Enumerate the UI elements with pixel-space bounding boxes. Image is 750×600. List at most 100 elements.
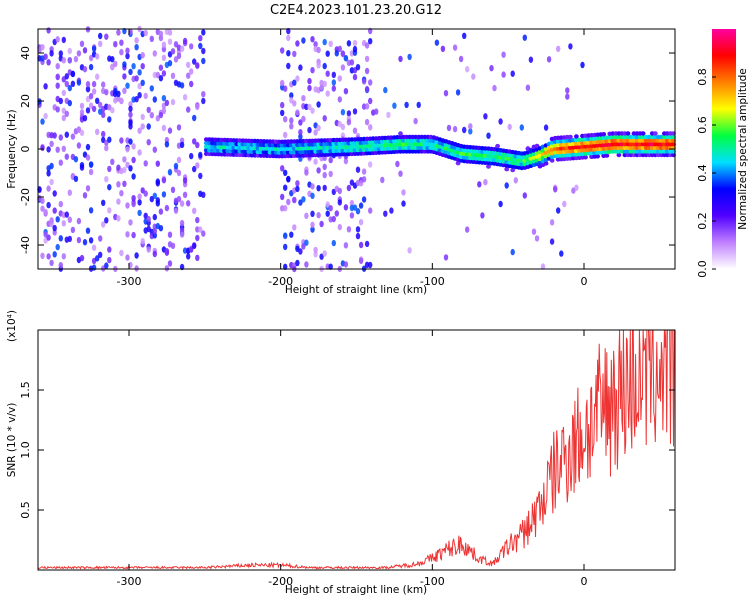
spectrogram-cell	[55, 82, 60, 89]
spectrogram-cell	[58, 235, 63, 242]
spectrogram-cell	[116, 215, 121, 222]
spectrogram-cell	[364, 85, 370, 93]
spectrogram-cell	[195, 162, 200, 169]
spectrogram-cell	[301, 115, 306, 123]
spectrogram-cell	[122, 73, 127, 80]
spectrogram-cell	[98, 251, 103, 258]
spectrogram-cell	[170, 186, 176, 193]
spectrogram-cell	[128, 165, 133, 172]
spectrogram-cell	[556, 207, 561, 214]
spectrogram-cell	[134, 75, 139, 82]
spectrogram-cell	[201, 97, 206, 105]
spectrogram-cell	[119, 190, 124, 197]
spectrogram-cell	[137, 83, 142, 90]
spectrogram-cell	[161, 191, 167, 198]
spectrogram-cell	[173, 56, 179, 63]
spectrogram-cell	[46, 201, 51, 209]
spectrogram-cell	[340, 64, 346, 71]
spectrogram-cell	[198, 226, 203, 233]
spectrogram-cell	[152, 96, 157, 103]
spectrogram-cell	[298, 199, 303, 206]
spectrogram-cell	[452, 125, 458, 133]
spectrogram-cell	[55, 146, 60, 153]
spectrogram-cell	[186, 72, 191, 79]
spectrogram-cell	[301, 196, 306, 203]
spectrogram-cell	[88, 207, 94, 214]
spectrogram-cell	[67, 84, 73, 92]
spectrogram-cell	[152, 227, 157, 235]
spectrogram-cell	[173, 41, 179, 48]
spectrogram-cell	[52, 224, 57, 232]
spectrogram-cell	[107, 184, 112, 191]
spectrogram-cell	[73, 55, 79, 63]
spectrogram-cell	[107, 165, 112, 173]
spectrogram-cell	[76, 217, 82, 225]
spectrogram-cell	[40, 252, 45, 259]
spectrogram-cell	[401, 189, 406, 196]
spectrogram-cell	[310, 192, 315, 199]
y-tick-label: 0.5	[19, 501, 32, 519]
spectrogram-cell	[140, 113, 145, 121]
spectrogram-cell	[61, 36, 66, 44]
spectrogram-cell	[337, 96, 342, 103]
y-tick-label: 20	[19, 94, 32, 108]
spectrogram-cell	[446, 124, 452, 132]
spectrogram-cell	[504, 182, 509, 189]
spectrogram-cell	[64, 153, 70, 160]
spectrogram-cell	[583, 155, 588, 160]
spectrogram-cell	[364, 118, 370, 126]
spectrogram-cell	[131, 200, 136, 208]
spectrogram-cell	[328, 205, 333, 212]
spectrogram-cell	[328, 156, 333, 164]
spectrogram-cell	[55, 73, 60, 81]
spectrogram-cell	[280, 109, 285, 117]
spectrogram-cell	[140, 123, 145, 130]
spectrogram-cell	[110, 158, 115, 165]
spectrogram-cell	[55, 62, 60, 70]
spectrogram-cell	[164, 141, 170, 148]
spectrogram-cell	[143, 160, 148, 167]
spectrogram-cell	[46, 59, 51, 66]
spectrogram-cell	[131, 62, 136, 70]
spectrogram-cell	[131, 173, 136, 180]
spectrogram-cell	[195, 216, 200, 224]
spectrogram-cell	[149, 112, 154, 119]
spectrogram-cell	[358, 241, 364, 249]
spectrogram-cell	[49, 259, 54, 267]
spectrogram-cell	[283, 131, 288, 139]
spectrogram-cell	[295, 40, 300, 47]
spectrogram-cell	[119, 249, 124, 257]
snr-panel: -300 -200 -100 0 0.5 1.0 1.5 Height of straig…	[6, 310, 676, 596]
spectrogram-cell	[495, 143, 500, 149]
spectrogram-cell	[137, 92, 142, 99]
spectrogram-cell	[95, 128, 100, 135]
spectrogram-cell	[167, 60, 173, 67]
spectrogram-cell	[43, 112, 48, 120]
spectrogram-cell	[164, 265, 170, 272]
spectrogram-cell	[107, 256, 112, 264]
spectrogram-cell	[146, 123, 151, 130]
spectrogram-cell	[549, 158, 555, 163]
spectrogram-cell	[73, 175, 79, 182]
colorbar-scale	[712, 29, 736, 269]
spectrogram-cell	[173, 162, 179, 170]
colorbar-tick-label: 0.0	[696, 260, 709, 278]
spectrogram-cell	[565, 87, 570, 94]
spectrogram-cell	[364, 240, 370, 248]
spectrogram-cell	[158, 208, 164, 215]
spectrogram-cell	[189, 68, 194, 75]
spectrogram-cell	[201, 29, 206, 36]
spectrogram-cell	[55, 216, 60, 223]
spectrogram-cell	[280, 79, 285, 87]
spectrogram-cell	[368, 261, 373, 269]
spectrogram-cell	[61, 220, 66, 227]
spectrogram-cell	[101, 111, 106, 119]
spectrogram-cell	[70, 133, 76, 140]
spectrogram-cell	[316, 101, 321, 108]
spectrogram-cell	[343, 55, 349, 62]
spectrogram-cell	[322, 184, 327, 192]
spectrogram-cell	[46, 185, 51, 192]
spectrogram-cell	[176, 169, 182, 177]
spectrogram-cell	[337, 223, 342, 231]
spectrogram-cell	[95, 255, 100, 262]
